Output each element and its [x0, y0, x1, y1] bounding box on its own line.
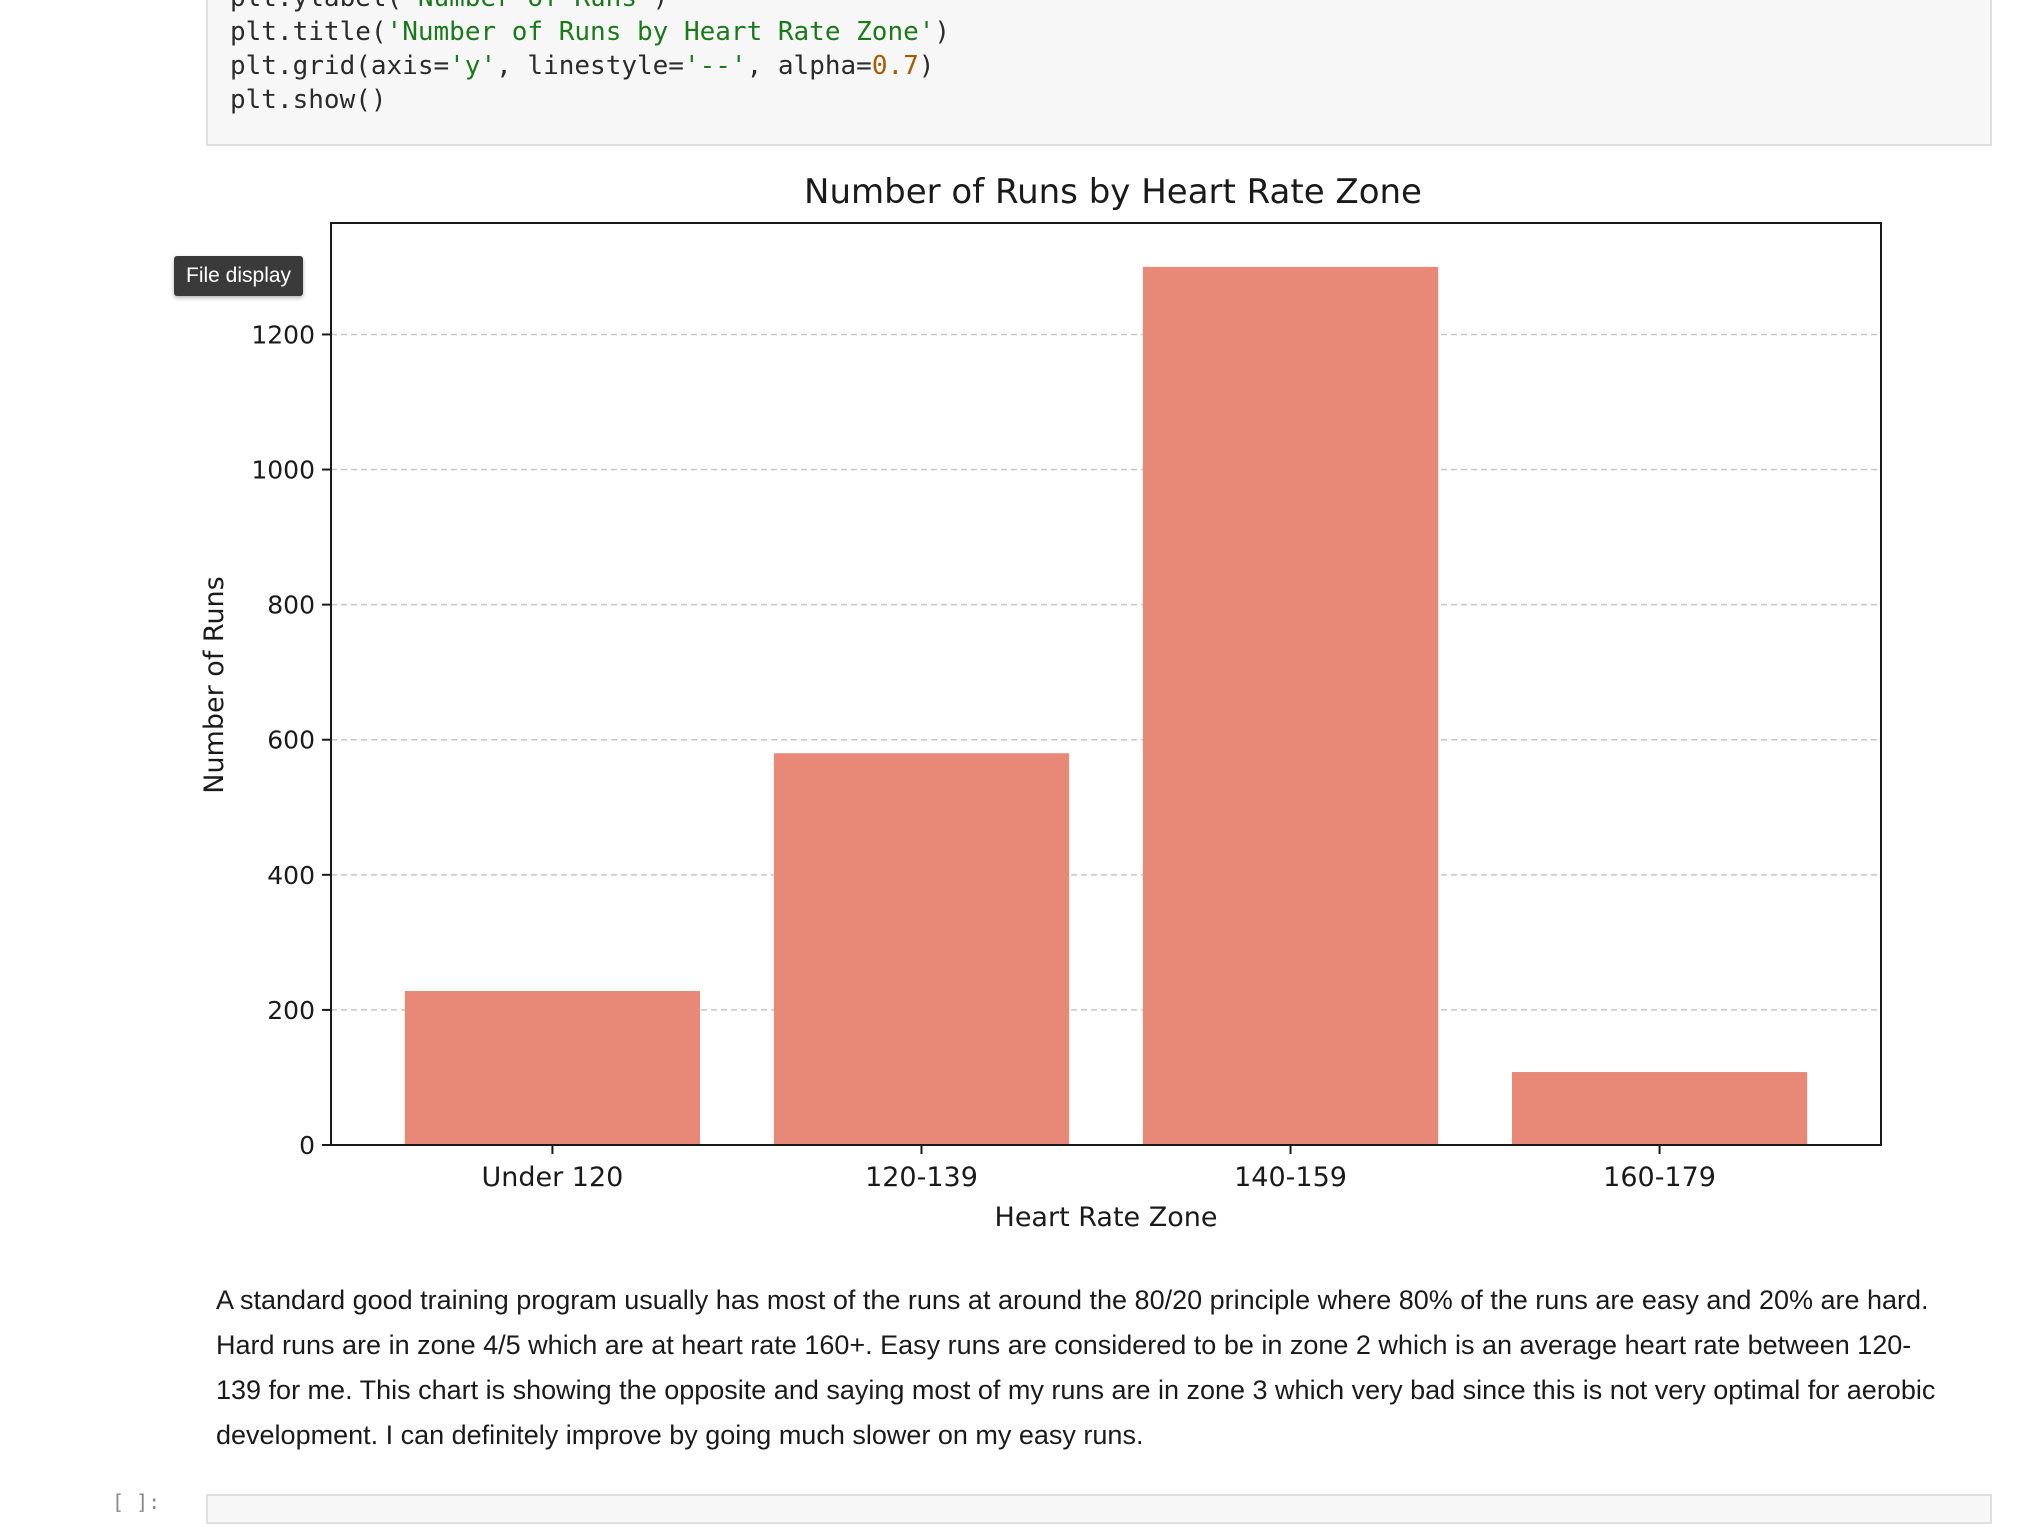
markdown-cell-text: A standard good training program usually…	[216, 1285, 1936, 1450]
y-axis-label: Number of Runs	[199, 576, 230, 794]
code-token: 'Number of Runs'	[402, 0, 652, 13]
next-code-cell[interactable]	[206, 1494, 1992, 1524]
x-axis-ticks: Under 120 120-139 140-159 160-179	[482, 1145, 1716, 1193]
chart-title: Number of Runs by Heart Rate Zone	[804, 172, 1422, 212]
code-token: , linestyle=	[496, 51, 684, 81]
code-token: plt.grid(axis=	[230, 51, 450, 81]
bars	[404, 266, 1808, 1145]
bar	[404, 990, 701, 1145]
y-tick-label: 800	[267, 591, 315, 620]
grid-lines	[331, 333, 1881, 1011]
code-token: 'y'	[449, 51, 497, 81]
code-token: )	[653, 0, 669, 13]
code-token: plt.title(	[230, 17, 387, 47]
bar	[1511, 1072, 1808, 1145]
x-tick-label: 120-139	[865, 1162, 978, 1193]
y-axis-ticks: 0 200 400 600 800 1000 1200	[251, 320, 331, 1160]
code-token: , alpha=	[746, 51, 872, 81]
y-tick-label: 1000	[251, 456, 315, 485]
code-token: 'Number of Runs by Heart Rate Zone'	[386, 17, 935, 47]
plot-frame	[330, 222, 1882, 1146]
code-token: )	[918, 51, 935, 81]
code-token: '--'	[683, 51, 747, 81]
y-tick-label: 1200	[251, 320, 315, 349]
bar	[1142, 266, 1439, 1145]
y-tick-label: 400	[267, 861, 315, 890]
x-tick-label: 140-159	[1234, 1162, 1347, 1193]
file-display-tooltip: File display	[174, 256, 304, 296]
code-token: 0.7	[871, 51, 919, 81]
code-cell[interactable]: plt.ylabel('Number of Runs')plt.title('N…	[206, 0, 1992, 146]
bar	[773, 753, 1070, 1145]
chart-output: Number of Runs by Heart Rate Zone 0 200 40…	[170, 160, 1910, 1260]
y-tick-label: 0	[299, 1131, 315, 1160]
code-line: plt.title('Number of Runs by Heart Rate …	[230, 15, 950, 49]
y-tick-label: 600	[267, 726, 315, 755]
code-token: plt.show()	[230, 85, 387, 115]
code-token: )	[934, 17, 951, 47]
code-line: plt.grid(axis='y', linestyle='--', alpha…	[230, 49, 934, 83]
code-line: plt.ylabel('Number of Runs')	[230, 0, 668, 15]
x-tick-label: Under 120	[482, 1162, 624, 1193]
y-tick-label: 200	[267, 996, 315, 1025]
next-cell-prompt: [ ]:	[112, 1490, 161, 1514]
code-token: plt.ylabel(	[230, 0, 402, 13]
x-tick-label: 160-179	[1603, 1162, 1716, 1193]
bar-chart: Number of Runs by Heart Rate Zone 0 200 40…	[199, 172, 1882, 1233]
code-line: plt.show()	[230, 83, 387, 117]
x-axis-label: Heart Rate Zone	[995, 1202, 1218, 1233]
